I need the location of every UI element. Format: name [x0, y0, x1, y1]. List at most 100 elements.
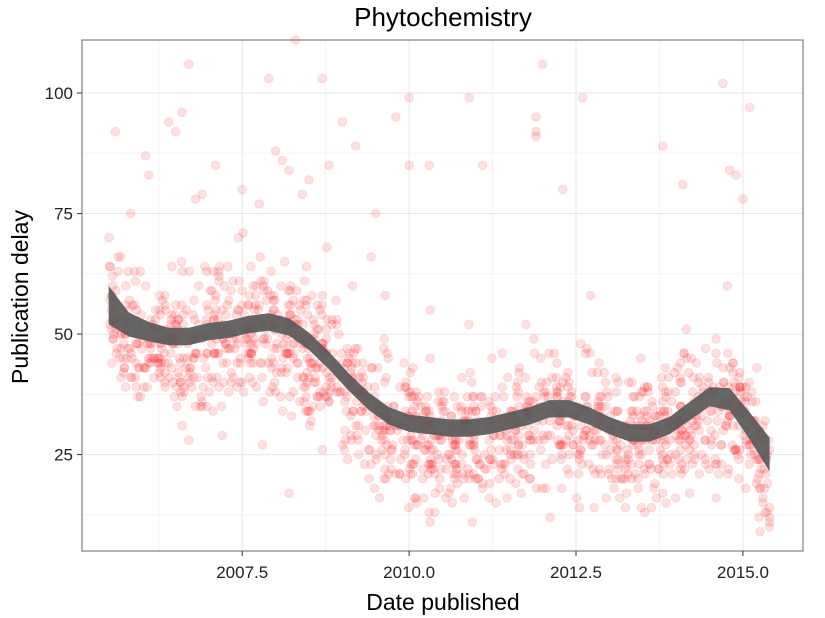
scatter-point — [249, 334, 259, 344]
scatter-point — [612, 459, 622, 470]
scatter-point — [235, 358, 246, 368]
scatter-point — [670, 493, 681, 503]
scatter-point — [294, 300, 305, 310]
scatter-point — [599, 367, 610, 378]
scatter-point — [265, 290, 276, 301]
scatter-point — [193, 372, 203, 383]
scatter-point — [571, 493, 582, 503]
scatter-point — [131, 382, 141, 392]
scatter-point — [675, 377, 685, 388]
scatter-point — [202, 348, 212, 359]
scatter-point — [623, 454, 634, 465]
scatter-point — [412, 440, 423, 450]
scatter-point — [342, 391, 352, 402]
scatter-point — [659, 406, 669, 417]
scatter-point — [367, 363, 378, 373]
scatter-point — [150, 305, 161, 315]
scatter-point — [658, 141, 668, 151]
scatter-point — [470, 473, 481, 484]
scatter-point — [388, 440, 398, 450]
scatter-point — [255, 252, 266, 262]
scatter-point — [675, 435, 685, 445]
scatter-point — [349, 348, 359, 359]
scatter-point — [135, 266, 146, 277]
scatter-point — [552, 387, 563, 397]
scatter-point — [119, 363, 130, 373]
scatter-point — [536, 377, 547, 388]
scatter-point — [425, 454, 436, 465]
scatter-point — [513, 377, 523, 388]
scatter-point — [248, 358, 258, 368]
scatter-point — [425, 305, 435, 315]
scatter-point — [712, 459, 722, 470]
scatter-point — [364, 445, 375, 455]
scatter-point — [420, 406, 431, 417]
scatter-point — [457, 469, 468, 479]
scatter-point — [456, 401, 466, 412]
scatter-point — [246, 261, 256, 272]
scatter-point — [138, 382, 149, 392]
scatter-point — [425, 517, 435, 527]
scatter-point — [140, 363, 151, 373]
scatter-point — [435, 473, 445, 484]
scatter-point — [657, 382, 668, 392]
scatter-point — [712, 358, 722, 368]
scatter-point — [613, 454, 624, 465]
scatter-point — [176, 377, 186, 388]
scatter-point — [711, 334, 721, 344]
scatter-point — [298, 382, 309, 392]
scatter-point — [401, 382, 411, 392]
scatter-point — [679, 348, 690, 359]
scatter-point — [110, 126, 121, 137]
scatter-point — [611, 387, 622, 397]
scatter-point — [166, 363, 177, 373]
scatter-point — [593, 396, 604, 407]
scatter-point — [244, 372, 255, 383]
scatter-point — [644, 459, 654, 470]
scatter-point — [731, 170, 742, 180]
scatter-point — [303, 406, 314, 417]
scatter-point — [255, 358, 265, 368]
scatter-point — [665, 459, 675, 470]
scatter-point — [425, 353, 435, 364]
scatter-point — [222, 300, 233, 310]
scatter-point — [541, 377, 552, 388]
scatter-point — [506, 454, 516, 465]
scatter-point — [371, 430, 381, 441]
scatter-point — [428, 464, 438, 474]
scatter-point — [181, 305, 192, 315]
scatter-point — [688, 387, 698, 397]
scatter-point — [270, 295, 280, 306]
scatter-point — [370, 208, 381, 219]
scatter-point — [663, 387, 674, 397]
scatter-point — [456, 372, 467, 383]
scatter-point — [364, 445, 374, 455]
scatter-point — [594, 401, 604, 412]
scatter-point — [169, 310, 180, 320]
scatter-point — [159, 348, 170, 359]
scatter-point — [164, 117, 174, 127]
scatter-point — [500, 459, 510, 470]
scatter-point — [531, 112, 541, 122]
scatter-point — [551, 372, 562, 383]
scatter-point — [377, 425, 388, 436]
scatter-point — [143, 358, 154, 368]
scatter-point — [379, 343, 389, 354]
scatter-point — [400, 382, 410, 392]
scatter-point — [422, 391, 433, 402]
scatter-point — [225, 343, 235, 354]
scatter-point — [490, 391, 500, 402]
scatter-point — [762, 507, 773, 518]
scatter-point — [496, 459, 506, 470]
scatter-point — [271, 367, 282, 378]
scatter-point — [417, 473, 428, 484]
scatter-point — [477, 478, 488, 489]
scatter-point — [502, 435, 512, 445]
scatter-point — [496, 464, 507, 474]
scatter-point — [693, 377, 704, 388]
scatter-point — [149, 372, 159, 383]
scatter-point — [246, 338, 256, 349]
scatter-point — [643, 382, 653, 392]
scatter-point — [182, 353, 193, 364]
scatter-point — [585, 348, 595, 359]
